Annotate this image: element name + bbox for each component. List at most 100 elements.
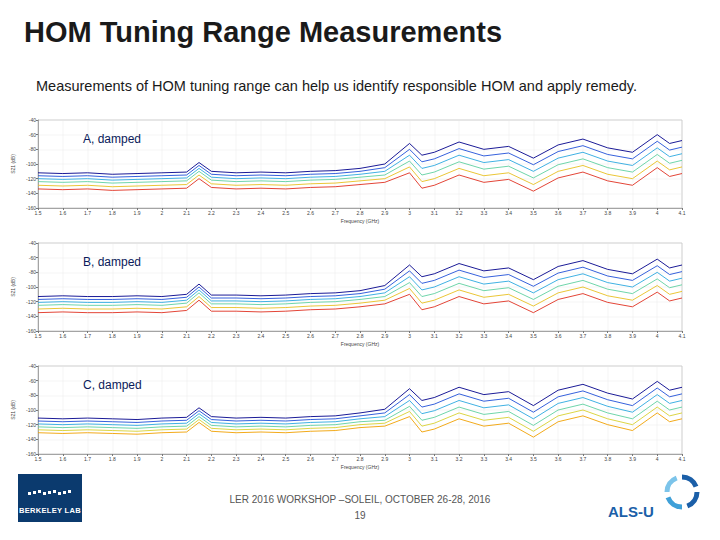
svg-text:1.7: 1.7 [84,333,91,339]
svg-text:S21 (dB): S21 (dB) [10,277,16,297]
svg-text:S21 (dB): S21 (dB) [10,400,16,420]
svg-text:-60: -60 [29,132,36,138]
svg-text:4.1: 4.1 [679,333,686,339]
svg-text:3.5: 3.5 [530,210,537,216]
svg-text:Frequency (GHz): Frequency (GHz) [341,464,380,470]
svg-text:2.2: 2.2 [208,210,215,216]
svg-text:2.1: 2.1 [183,456,190,462]
svg-text:3.1: 3.1 [431,456,438,462]
svg-text:1.8: 1.8 [109,210,116,216]
svg-text:-100: -100 [26,284,36,290]
svg-text:Frequency (GHz): Frequency (GHz) [341,218,380,224]
svg-text:2.6: 2.6 [307,456,314,462]
svg-text:S21 (dB): S21 (dB) [10,154,16,174]
svg-text:2: 2 [160,210,163,216]
svg-text:1.7: 1.7 [84,456,91,462]
svg-text:-40: -40 [29,117,36,123]
svg-text:-60: -60 [29,255,36,261]
svg-text:2.4: 2.4 [257,333,264,339]
svg-text:3.4: 3.4 [505,333,512,339]
svg-text:1.5: 1.5 [35,333,42,339]
svg-text:2.3: 2.3 [233,456,240,462]
svg-text:-80: -80 [29,146,36,152]
svg-text:3.3: 3.3 [480,456,487,462]
svg-text:2.8: 2.8 [357,456,364,462]
svg-text:3.9: 3.9 [629,456,636,462]
svg-text:4: 4 [656,333,659,339]
svg-text:3.3: 3.3 [480,210,487,216]
svg-text:2.4: 2.4 [257,210,264,216]
svg-text:-100: -100 [26,161,36,167]
svg-text:2.7: 2.7 [332,333,339,339]
svg-text:A, damped: A, damped [83,132,141,146]
svg-text:1.8: 1.8 [109,456,116,462]
svg-text:1.7: 1.7 [84,210,91,216]
svg-text:4.1: 4.1 [679,456,686,462]
svg-text:-40: -40 [29,240,36,246]
svg-text:1.8: 1.8 [109,333,116,339]
svg-text:1.6: 1.6 [59,210,66,216]
svg-text:1.9: 1.9 [134,210,141,216]
svg-text:-80: -80 [29,392,36,398]
svg-text:2.2: 2.2 [208,333,215,339]
svg-text:4: 4 [656,210,659,216]
svg-text:3.2: 3.2 [456,210,463,216]
svg-text:2.9: 2.9 [381,456,388,462]
svg-text:-40: -40 [29,363,36,369]
svg-text:2.4: 2.4 [257,456,264,462]
svg-text:1.5: 1.5 [35,210,42,216]
svg-text:3.8: 3.8 [604,210,611,216]
svg-text:-140: -140 [26,313,36,319]
svg-text:-140: -140 [26,436,36,442]
svg-text:3.9: 3.9 [629,333,636,339]
svg-text:3.7: 3.7 [579,456,586,462]
svg-text:1.6: 1.6 [59,333,66,339]
svg-text:1.9: 1.9 [134,333,141,339]
svg-text:-120: -120 [26,176,36,182]
svg-text:4: 4 [656,456,659,462]
svg-text:-120: -120 [26,299,36,305]
svg-text:3.5: 3.5 [530,333,537,339]
svg-text:2.1: 2.1 [183,210,190,216]
svg-text:2.8: 2.8 [357,333,364,339]
svg-text:B, damped: B, damped [83,255,141,269]
svg-text:-80: -80 [29,269,36,275]
svg-text:2.5: 2.5 [282,210,289,216]
svg-text:2.9: 2.9 [381,333,388,339]
svg-text:2.5: 2.5 [282,456,289,462]
svg-text:3.4: 3.4 [505,210,512,216]
svg-text:1.5: 1.5 [35,456,42,462]
svg-text:3.8: 3.8 [604,333,611,339]
svg-text:1.9: 1.9 [134,456,141,462]
svg-text:2.5: 2.5 [282,333,289,339]
svg-text:-100: -100 [26,407,36,413]
svg-text:2.9: 2.9 [381,210,388,216]
svg-text:C, damped: C, damped [83,378,142,392]
svg-text:3.9: 3.9 [629,210,636,216]
svg-text:2.2: 2.2 [208,456,215,462]
svg-text:3.1: 3.1 [431,210,438,216]
svg-text:3.4: 3.4 [505,456,512,462]
svg-text:3.5: 3.5 [530,456,537,462]
svg-text:3: 3 [408,210,411,216]
svg-text:3.6: 3.6 [555,456,562,462]
svg-text:2.7: 2.7 [332,210,339,216]
svg-text:3: 3 [408,333,411,339]
svg-text:4.1: 4.1 [679,210,686,216]
svg-text:2.6: 2.6 [307,210,314,216]
svg-text:2.3: 2.3 [233,333,240,339]
svg-text:2: 2 [160,333,163,339]
svg-text:3.3: 3.3 [480,333,487,339]
svg-text:3.2: 3.2 [456,456,463,462]
svg-text:3.7: 3.7 [579,333,586,339]
svg-text:2.7: 2.7 [332,456,339,462]
svg-text:2.3: 2.3 [233,210,240,216]
svg-text:3: 3 [408,456,411,462]
svg-text:2.8: 2.8 [357,210,364,216]
svg-text:1.6: 1.6 [59,456,66,462]
svg-text:3.6: 3.6 [555,333,562,339]
svg-text:2.6: 2.6 [307,333,314,339]
svg-text:-120: -120 [26,422,36,428]
svg-text:3.6: 3.6 [555,210,562,216]
svg-text:2: 2 [160,456,163,462]
